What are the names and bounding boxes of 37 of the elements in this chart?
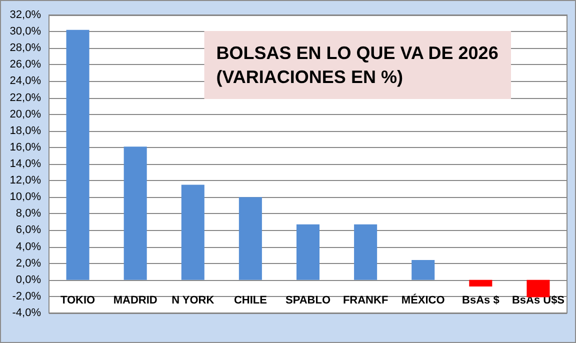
y-tick-label: 4,0% bbox=[16, 240, 42, 253]
y-tick-label: 14,0% bbox=[10, 158, 42, 170]
y-tick-label: 2,0% bbox=[16, 257, 42, 270]
bar bbox=[238, 197, 262, 280]
bar bbox=[296, 224, 320, 280]
y-tick-label: 30,0% bbox=[10, 26, 42, 38]
y-tick-label: 20,0% bbox=[10, 108, 42, 120]
bar bbox=[412, 260, 435, 280]
bar bbox=[124, 146, 147, 280]
text: BOLSAS EN LO QUE VA DE 2026 (VARIACIONES EN %) bbox=[216, 43, 498, 87]
y-tick-label: 8,0% bbox=[16, 208, 42, 220]
y-tick-label: 6,0% bbox=[16, 224, 42, 236]
y-tick-label: 22,0% bbox=[10, 92, 42, 104]
y-tick-label: 16,0% bbox=[10, 141, 42, 154]
x-tick-label: BsAs $ bbox=[462, 294, 500, 306]
x-tick-label: MADRID bbox=[113, 294, 158, 306]
y-tick-label: 0,0% bbox=[16, 274, 42, 286]
y-tick-label: -4,0% bbox=[12, 307, 42, 319]
x-tick-label: MÉXICO bbox=[401, 294, 446, 306]
bar bbox=[354, 224, 378, 280]
x-tick-label: CHILE bbox=[234, 294, 267, 306]
bar bbox=[181, 184, 204, 280]
y-tick-label: 18,0% bbox=[10, 124, 42, 137]
x-tick-label: FRANKF bbox=[342, 294, 388, 306]
y-tick-label: -2,0% bbox=[12, 290, 42, 302]
bar bbox=[469, 280, 492, 287]
x-tick-label: TOKIO bbox=[60, 294, 96, 306]
y-tick-label: 10,0% bbox=[10, 191, 42, 204]
y-tick-label: 12,0% bbox=[10, 174, 42, 187]
y-tick-label: 24,0% bbox=[10, 75, 42, 88]
y-tick-label: 28,0% bbox=[10, 42, 42, 54]
x-tick-label: SPABLO bbox=[285, 294, 331, 306]
y-tick-label: 32,0% bbox=[10, 9, 42, 21]
x-tick-label: N YORK bbox=[172, 294, 214, 306]
x-tick-label: BsAs U$S bbox=[512, 294, 565, 306]
y-tick-label: 26,0% bbox=[10, 58, 42, 71]
bar bbox=[66, 30, 90, 280]
